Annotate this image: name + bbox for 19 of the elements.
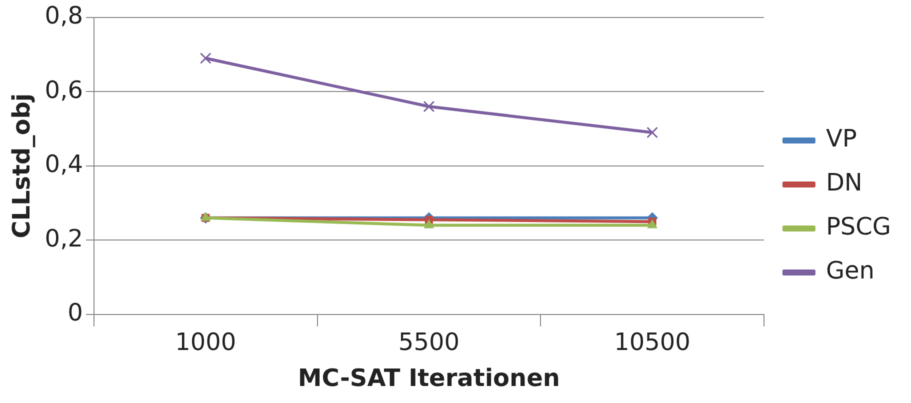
x-tick-label: 5500 xyxy=(398,328,460,356)
x-axis-title: MC-SAT Iterationen xyxy=(298,364,560,392)
point xyxy=(424,220,434,228)
x-tick-label: 10500 xyxy=(614,328,690,356)
y-tick-label: 0,8 xyxy=(44,2,83,30)
y-tick-label: 0,4 xyxy=(44,150,83,178)
point xyxy=(200,52,212,64)
point xyxy=(646,126,658,138)
y-tick-label: 0,2 xyxy=(44,224,83,252)
point xyxy=(647,220,658,228)
legend-label: Gen xyxy=(826,256,875,285)
legend-label: PSCG xyxy=(826,212,891,241)
legend-label: DN xyxy=(826,168,862,197)
x-tick-label: 1000 xyxy=(175,328,236,356)
legend-label: VP xyxy=(826,124,857,153)
y-tick-label: 0 xyxy=(68,298,83,327)
y-axis-title: CLLstd_obj xyxy=(8,93,36,238)
y-tick-label: 0,6 xyxy=(44,76,83,104)
point xyxy=(423,100,435,112)
